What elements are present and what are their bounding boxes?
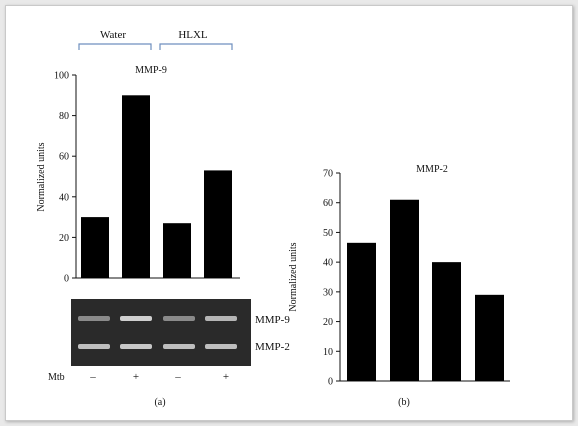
chart-a-bar-3	[163, 223, 191, 278]
gel-band-mmp2-lane-4	[205, 344, 237, 349]
chart-a-bar-2	[122, 95, 150, 278]
gel-label-mmp9: MMP-9	[255, 314, 290, 326]
gel-band-mmp9-lane-3	[163, 316, 195, 321]
mtb-sign-2: +	[133, 371, 139, 383]
chart-b-y-tick-label: 0	[328, 377, 333, 388]
group-label-water: Water	[100, 29, 126, 41]
chart-a-y-tick-label: 40	[59, 192, 69, 203]
chart-b-bar-2	[390, 199, 419, 381]
chart-a-y-tick-label: 0	[64, 274, 69, 285]
chart-a-ylabel: Normalized units	[36, 142, 47, 211]
chart-b-y-tick-label: 20	[323, 317, 333, 328]
gel-background	[71, 299, 251, 366]
gel-band-mmp2-lane-2	[120, 344, 152, 349]
chart-b-bar-3	[432, 262, 461, 381]
chart-b-ylabel: Normalized units	[288, 242, 299, 311]
chart-a-y-tick-label: 20	[59, 233, 69, 244]
panel-b-label: (b)	[398, 397, 410, 408]
chart-b-title: MMP-2	[416, 164, 448, 175]
gel-image	[71, 299, 251, 366]
gel-band-mmp9-lane-1	[78, 316, 110, 321]
chart-b-y-tick-label: 70	[323, 169, 333, 180]
chart-a-title: MMP-9	[135, 65, 167, 76]
chart-b-y-tick-label: 50	[323, 228, 333, 239]
chart-b-y-tick-label: 30	[323, 287, 333, 298]
chart-b-y-tick-label: 10	[323, 347, 333, 358]
gel-bands	[78, 316, 237, 349]
chart-b-bars	[347, 199, 504, 381]
chart-b-y-tick-label: 60	[323, 198, 333, 209]
panel-a-label: (a)	[154, 397, 165, 408]
chart-b: MMP-2 Normalized units 0 10 20 30 40 50 60 70	[288, 164, 510, 388]
gel-band-mmp2-lane-1	[78, 344, 110, 349]
chart-a-y-tick-label: 60	[59, 152, 69, 163]
gel-band-mmp9-lane-4	[205, 316, 237, 321]
group-label-hlxl: HLXL	[178, 29, 208, 41]
chart-a-bar-4	[204, 170, 232, 278]
mtb-label: Mtb	[48, 372, 65, 383]
group-bracket-hlxl	[159, 43, 233, 50]
gel-band-mmp2-lane-3	[163, 344, 195, 349]
chart-b-y-tick-label: 40	[323, 258, 333, 269]
gel-band-mmp9-lane-2	[120, 316, 152, 321]
chart-a-y-tick-label: 100	[54, 71, 69, 82]
chart-a: MMP-9 Normalized units 0 20 40 60 80 100	[36, 65, 240, 285]
chart-a-bar-1	[81, 217, 109, 278]
chart-a-y-tick-label: 80	[59, 111, 69, 122]
mtb-sign-4: +	[223, 371, 229, 383]
mtb-sign-1: –	[89, 371, 96, 383]
group-bracket-water	[78, 43, 152, 50]
chart-b-bar-1	[347, 242, 376, 381]
chart-a-bars	[81, 95, 232, 278]
chart-b-bar-4	[475, 294, 504, 381]
mtb-sign-3: –	[174, 371, 181, 383]
gel-label-mmp2: MMP-2	[255, 341, 290, 353]
